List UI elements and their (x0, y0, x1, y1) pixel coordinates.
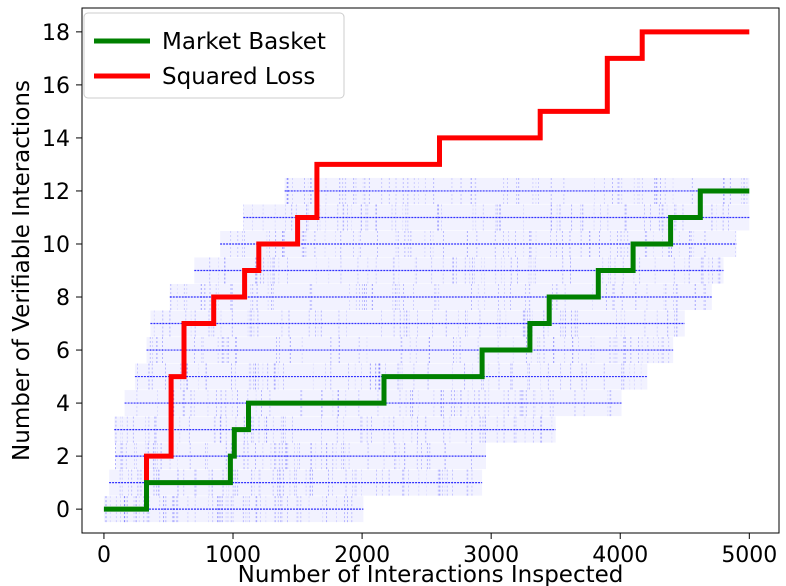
legend-label: Squared Loss (162, 64, 315, 90)
series-layer (103, 29, 750, 512)
x-axis-ticks: 0 1000 2000 3000 4000 5000 (97, 533, 777, 568)
x-tick-label: 5000 (721, 543, 777, 568)
y-tick-label: 2 (56, 445, 70, 470)
y-tick-label: 10 (42, 233, 70, 258)
x-tick-label: 0 (97, 543, 111, 568)
y-tick-label: 18 (42, 21, 70, 46)
y-tick-label: 4 (56, 392, 70, 417)
x-tick-label: 1000 (205, 543, 261, 568)
plot-frame (81, 7, 780, 534)
y-tick-label: 12 (42, 180, 70, 205)
series-line-squared-loss (144, 29, 750, 510)
series-line-market-basket (103, 188, 750, 512)
y-tick-label: 0 (56, 498, 70, 523)
x-tick-label: 2000 (334, 543, 390, 568)
y-tick-label: 6 (56, 339, 70, 364)
y-tick-label: 16 (42, 74, 70, 99)
legend-label: Market Basket (162, 29, 326, 55)
x-tick-label: 4000 (592, 543, 648, 568)
x-tick-label: 3000 (463, 543, 519, 568)
y-tick-label: 8 (56, 286, 70, 311)
x-axis-label: Number of Interactions Inspected (238, 562, 624, 586)
y-axis-label: Number of Verifiable Interactions (9, 80, 35, 461)
y-tick-label: 14 (42, 127, 70, 152)
legend: Market Basket Squared Loss (83, 12, 345, 99)
y-axis-ticks: 0 2 4 6 8 10 12 14 16 18 (42, 21, 82, 523)
